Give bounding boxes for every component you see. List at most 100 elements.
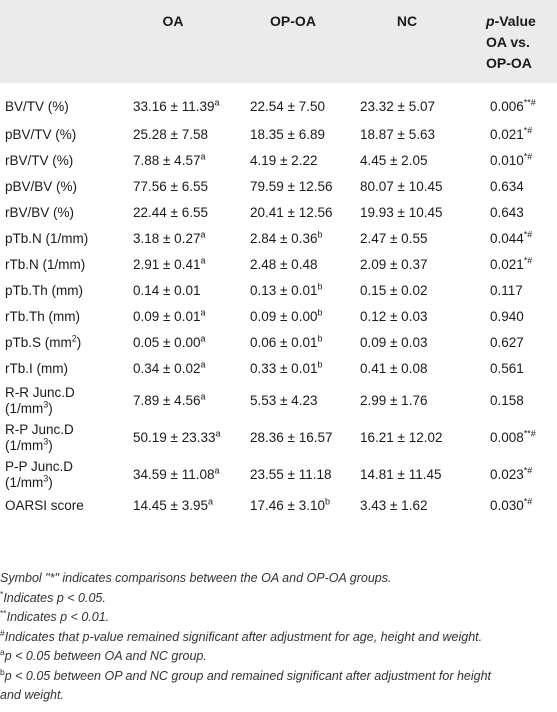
cell-oa: 25.28 ± 7.58 bbox=[133, 127, 208, 142]
table-row: pTb.N (1/mm) 3.18 ± 0.27a 2.84 ± 0.36b 2.47… bbox=[0, 226, 557, 252]
table-row: rBV/TV (%) 7.88 ± 4.57a 4.19 ± 2.22 4.45 ± … bbox=[0, 148, 557, 174]
header-p-value: p-Value OA vs. OP-OA bbox=[464, 0, 557, 83]
cell-nc: 4.45 ± 2.05 bbox=[360, 153, 428, 168]
cell-p-value: 0.643 bbox=[490, 205, 524, 220]
table-row: P-P Junc.D (1/mm3) 34.59 ± 11.08a 23.55 ± 1… bbox=[0, 456, 557, 493]
table-row: rTb.Th (mm) 0.09 ± 0.01a 0.09 ± 0.00b 0.12 … bbox=[0, 304, 557, 330]
footnote-p005: *Indicates p < 0.05. bbox=[0, 588, 106, 605]
cell-op-oa: 17.46 ± 3.10b bbox=[250, 496, 330, 513]
cell-p-value: 0.030*# bbox=[490, 496, 533, 513]
table-row: OARSI score 14.45 ± 3.95a 17.46 ± 3.10b 3.4… bbox=[0, 493, 557, 519]
table-row: rBV/BV (%) 22.44 ± 6.55 20.41 ± 12.56 19.93… bbox=[0, 200, 557, 226]
cell-op-oa: 28.36 ± 16.57 bbox=[250, 429, 333, 445]
table-row: BV/TV (%) 33.16 ± 11.39a 22.54 ± 7.50 23.32… bbox=[0, 83, 557, 122]
header-p-line2: OA vs. bbox=[486, 34, 530, 50]
table-body: BV/TV (%) 33.16 ± 11.39a 22.54 ± 7.50 23.32… bbox=[0, 83, 557, 519]
row-label: rTb.I (mm) bbox=[5, 361, 68, 376]
cell-nc: 3.43 ± 1.62 bbox=[360, 498, 428, 513]
header-nc: NC bbox=[396, 13, 418, 29]
cell-nc: 16.21 ± 12.02 bbox=[360, 429, 443, 445]
cell-oa: 33.16 ± 11.39a bbox=[133, 97, 220, 114]
table-row: R-P Junc.D (1/mm3) 50.19 ± 23.33a 28.36 ± 1… bbox=[0, 419, 557, 456]
row-label: OARSI score bbox=[5, 498, 84, 513]
cell-op-oa: 18.35 ± 6.89 bbox=[250, 127, 325, 142]
cell-nc: 23.32 ± 5.07 bbox=[360, 99, 435, 114]
cell-nc: 0.15 ± 0.02 bbox=[360, 283, 428, 298]
cell-nc: 0.12 ± 0.03 bbox=[360, 309, 428, 324]
row-label: rTb.Th (mm) bbox=[5, 309, 80, 324]
cell-p-value: 0.158 bbox=[490, 392, 524, 408]
cell-op-oa: 0.13 ± 0.01b bbox=[250, 281, 323, 298]
row-label: rTb.N (1/mm) bbox=[5, 257, 86, 272]
header-p-line1: p-Value bbox=[486, 13, 536, 29]
cell-p-value: 0.023*# bbox=[490, 465, 533, 482]
header-col0 bbox=[0, 0, 110, 83]
cell-nc: 0.41 ± 0.08 bbox=[360, 361, 428, 376]
cell-op-oa: 22.54 ± 7.50 bbox=[250, 99, 325, 114]
footnote-hash: #Indicates that p-value remained signifi… bbox=[0, 627, 483, 644]
footnote-symbol: Symbol "*" indicates comparisons between… bbox=[0, 571, 392, 585]
data-table: OA OP-OA NC p-Value OA vs. OP-OA BV/TV (… bbox=[0, 0, 557, 519]
cell-p-value: 0.008**# bbox=[490, 428, 536, 445]
header-oa: OA bbox=[162, 13, 184, 29]
row-label: pTb.Th (mm) bbox=[5, 283, 84, 298]
table-header: OA OP-OA NC p-Value OA vs. OP-OA bbox=[0, 0, 557, 83]
cell-oa: 0.14 ± 0.01 bbox=[133, 283, 201, 298]
table-row: rTb.I (mm) 0.34 ± 0.02a 0.33 ± 0.01b 0.41 ±… bbox=[0, 356, 557, 382]
cell-op-oa: 20.41 ± 12.56 bbox=[250, 205, 333, 220]
cell-p-value: 0.627 bbox=[490, 335, 524, 350]
table-footnotes: Symbol "*" indicates comparisons between… bbox=[0, 569, 557, 706]
row-label: R-P Junc.D (1/mm3) bbox=[5, 421, 74, 453]
table-row: pBV/BV (%) 77.56 ± 6.55 79.59 ± 12.56 80.07… bbox=[0, 174, 557, 200]
cell-nc: 2.99 ± 1.76 bbox=[360, 392, 428, 408]
cell-op-oa: 2.48 ± 0.48 bbox=[250, 257, 318, 272]
cell-op-oa: 4.19 ± 2.22 bbox=[250, 153, 318, 168]
cell-op-oa: 5.53 ± 4.23 bbox=[250, 392, 318, 408]
cell-p-value: 0.117 bbox=[490, 283, 523, 298]
cell-nc: 18.87 ± 5.63 bbox=[360, 127, 435, 142]
table-row: R-R Junc.D (1/mm3) 7.89 ± 4.56a 5.53 ± 4.23… bbox=[0, 382, 557, 419]
cell-op-oa: 79.59 ± 12.56 bbox=[250, 179, 333, 194]
cell-op-oa: 2.84 ± 0.36b bbox=[250, 229, 323, 246]
cell-oa: 3.18 ± 0.27a bbox=[133, 229, 206, 246]
cell-oa: 77.56 ± 6.55 bbox=[133, 179, 208, 194]
cell-op-oa: 0.06 ± 0.01b bbox=[250, 333, 323, 350]
cell-oa: 0.34 ± 0.02a bbox=[133, 359, 206, 376]
cell-nc: 2.47 ± 0.55 bbox=[360, 231, 428, 246]
table-row: pTb.S (mm2) 0.05 ± 0.00a 0.06 ± 0.01b 0.09 … bbox=[0, 330, 557, 356]
header-p-line3: OP-OA bbox=[486, 55, 532, 71]
footnote-p001: **Indicates p < 0.01. bbox=[0, 607, 110, 624]
cell-nc: 0.09 ± 0.03 bbox=[360, 335, 428, 350]
row-label: pTb.N (1/mm) bbox=[5, 231, 89, 246]
row-label: BV/TV (%) bbox=[5, 99, 69, 114]
footnote-b: bp < 0.05 between OP and NC group and re… bbox=[0, 666, 492, 683]
cell-p-value: 0.006**# bbox=[490, 97, 536, 114]
footnote-b-cont: and weight. bbox=[0, 688, 64, 702]
table-row: pTb.Th (mm) 0.14 ± 0.01 0.13 ± 0.01b 0.15 ±… bbox=[0, 278, 557, 304]
row-label: R-R Junc.D (1/mm3) bbox=[5, 384, 75, 416]
cell-p-value: 0.634 bbox=[490, 179, 524, 194]
row-label: rBV/BV (%) bbox=[5, 205, 75, 220]
header-op-oa: OP-OA bbox=[270, 13, 316, 29]
cell-oa: 2.91 ± 0.41a bbox=[133, 255, 206, 272]
cell-oa: 50.19 ± 23.33a bbox=[133, 428, 221, 445]
cell-oa: 34.59 ± 11.08a bbox=[133, 465, 220, 482]
cell-p-value: 0.044*# bbox=[490, 229, 533, 246]
cell-oa: 22.44 ± 6.55 bbox=[133, 205, 208, 220]
cell-p-value: 0.021*# bbox=[490, 125, 533, 142]
cell-oa: 14.45 ± 3.95a bbox=[133, 496, 213, 513]
table-row: pBV/TV (%) 25.28 ± 7.58 18.35 ± 6.89 18.87 … bbox=[0, 122, 557, 148]
cell-op-oa: 0.33 ± 0.01b bbox=[250, 359, 323, 376]
cell-oa: 7.89 ± 4.56a bbox=[133, 391, 206, 408]
cell-nc: 80.07 ± 10.45 bbox=[360, 179, 443, 194]
cell-op-oa: 23.55 ± 11.18 bbox=[250, 466, 332, 482]
footnote-a: ap < 0.05 between OA and NC group. bbox=[0, 646, 207, 663]
cell-nc: 14.81 ± 11.45 bbox=[360, 466, 442, 482]
cell-p-value: 0.561 bbox=[490, 361, 524, 376]
cell-oa: 7.88 ± 4.57a bbox=[133, 151, 206, 168]
cell-nc: 2.09 ± 0.37 bbox=[360, 257, 428, 272]
row-label: pBV/TV (%) bbox=[5, 127, 77, 142]
cell-p-value: 0.021*# bbox=[490, 255, 533, 272]
row-label: pTb.S (mm2) bbox=[5, 333, 82, 350]
